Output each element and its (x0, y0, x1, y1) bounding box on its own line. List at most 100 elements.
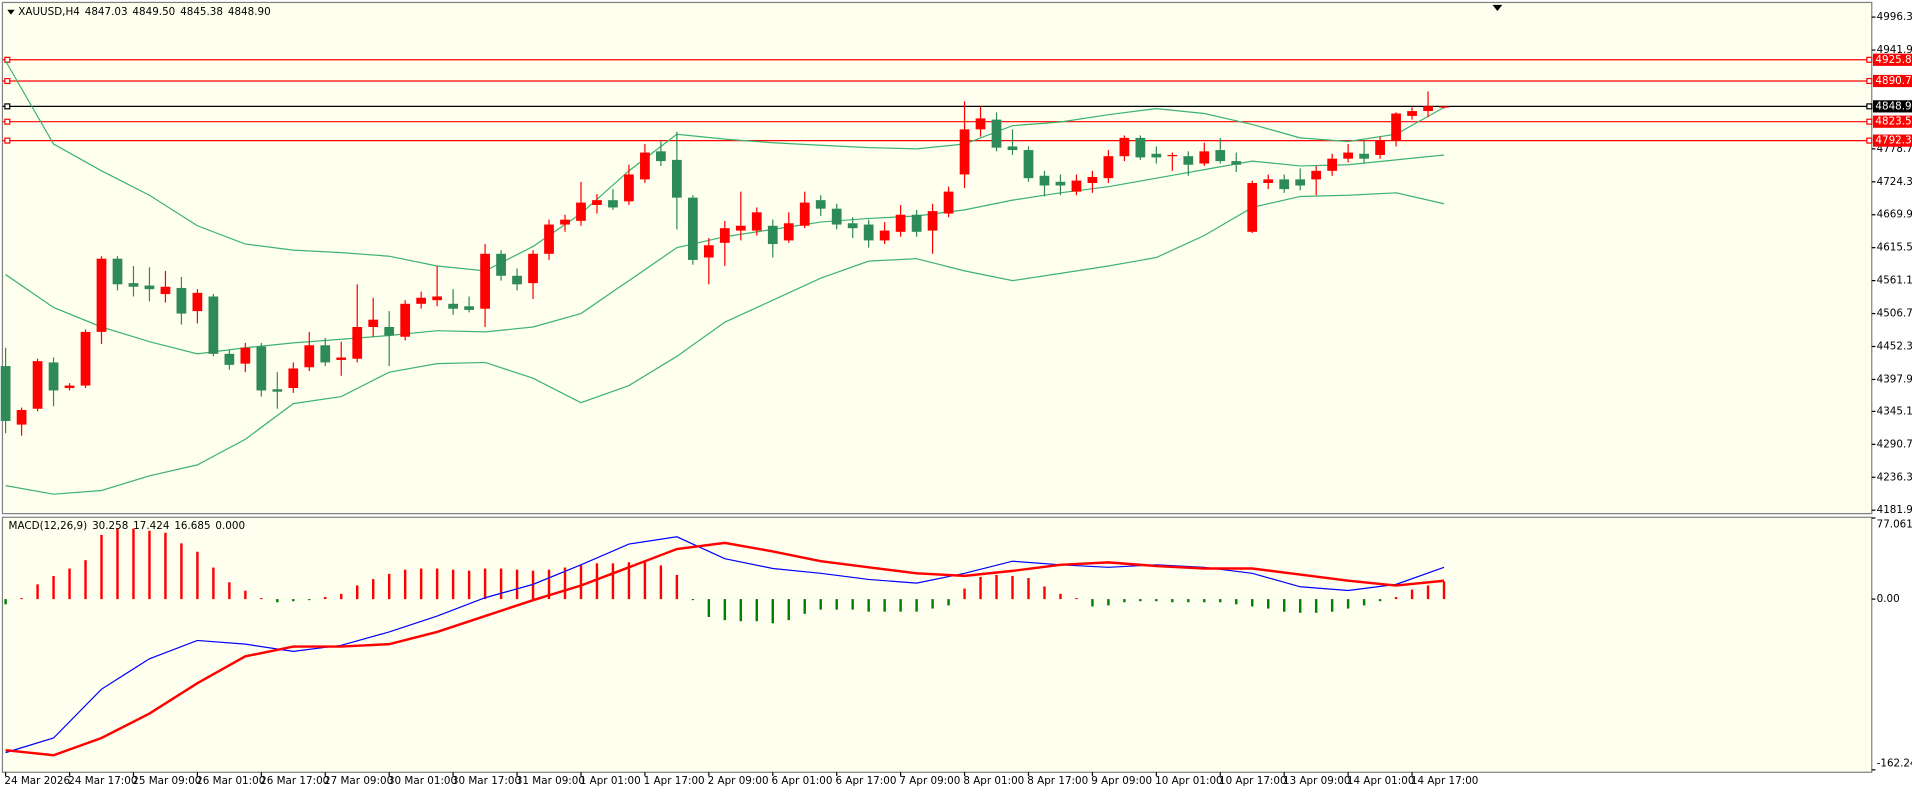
candle-body (1359, 153, 1370, 159)
y-tick-label: 4345.10 (1877, 405, 1912, 417)
candle-body (176, 287, 187, 314)
y-tick-label: 4724.30 (1877, 176, 1912, 188)
x-tick-label: 30 Mar 01:00 (388, 775, 457, 787)
candle-body (496, 253, 506, 276)
y-tick-label: 4941.90 (1877, 44, 1912, 56)
chart-shift-marker (1492, 4, 1503, 11)
candle-body (703, 245, 714, 258)
candle-body (1215, 150, 1226, 162)
candle-body (895, 214, 906, 232)
symbol-header: XAUUSD,H4 4847.03 4849.50 4845.38 4848.90 (18, 6, 270, 18)
candle-body (975, 118, 986, 130)
current-price-anchor (1866, 103, 1873, 110)
candle-body (1119, 137, 1130, 157)
y-tick-label: -162.248 (1877, 758, 1912, 770)
candle-body (1023, 150, 1034, 179)
candle-body (863, 224, 874, 241)
candle-body (544, 224, 554, 254)
menu-triangle (7, 9, 15, 15)
x-tick-label: 27 Mar 09:00 (324, 775, 393, 787)
candle-body (224, 353, 235, 365)
candle-body (240, 347, 251, 364)
candle-body (1247, 183, 1258, 232)
candle-body (48, 362, 59, 391)
x-tick-label: 14 Apr 01:00 (1347, 775, 1415, 787)
candle-body (671, 159, 682, 198)
y-tick-label: 4181.90 (1877, 504, 1912, 516)
bollinger-band (5, 60, 1445, 272)
candle-body (1423, 106, 1433, 112)
candle-body (1087, 176, 1098, 184)
candle-body (1039, 175, 1050, 186)
x-tick-label: 14 Apr 17:00 (1411, 775, 1479, 787)
y-tick-label: 4996.30 (1877, 11, 1912, 23)
candle-body (1327, 158, 1338, 171)
level-anchor (1866, 118, 1873, 125)
macd-readout: 30.258 (92, 520, 128, 532)
candle-body (847, 223, 858, 229)
candle-body (352, 327, 363, 359)
x-tick-label: 26 Mar 17:00 (260, 775, 329, 787)
candle-body (96, 258, 107, 332)
candle-body (608, 200, 618, 208)
candle-body (144, 285, 155, 290)
candle-body (1151, 153, 1162, 158)
y-tick-label: 0.00 (1877, 593, 1900, 605)
candle-body (1295, 179, 1306, 186)
candle-body (943, 191, 954, 214)
candle-body (336, 357, 347, 360)
candle-body (512, 275, 522, 285)
x-tick-label: 30 Mar 17:00 (452, 775, 521, 787)
y-tick-label: 4506.70 (1877, 308, 1912, 320)
symbol: XAUUSD,H4 (18, 6, 80, 18)
level-label-box (1872, 134, 1912, 147)
candle-body (112, 258, 123, 285)
y-tick-label: 4397.90 (1877, 373, 1912, 385)
candle-body (400, 303, 411, 337)
candle-body (1135, 137, 1146, 158)
macd-line (5, 541, 1445, 757)
candle-body (640, 152, 650, 180)
level-label: 4890.78 (1875, 75, 1912, 87)
candle-body (592, 200, 602, 205)
candle-body (1375, 140, 1385, 155)
level-label-box (1872, 53, 1912, 66)
candle-body (432, 296, 443, 301)
x-tick-label: 6 Apr 01:00 (772, 775, 833, 787)
candle-body (1167, 154, 1178, 157)
high-readout: 4849.50 (132, 6, 175, 18)
y-tick-label: 4615.50 (1877, 242, 1912, 254)
level-anchor (4, 56, 11, 63)
x-tick-label: 13 Apr 09:00 (1283, 775, 1351, 787)
candle-body (799, 202, 810, 226)
x-tick-label: 6 Apr 17:00 (835, 775, 896, 787)
y-tick-label: 4561.10 (1877, 275, 1912, 287)
candle-body (1103, 156, 1114, 179)
candle-body (1007, 146, 1018, 151)
candle-body (192, 292, 203, 312)
candle-body (879, 230, 890, 241)
y-tick-label: 4452.30 (1877, 340, 1912, 352)
level-label: 4925.84 (1875, 54, 1912, 66)
candle-body (368, 319, 379, 328)
candle-body (624, 174, 634, 202)
candle-body (256, 346, 267, 391)
candle-body (687, 197, 698, 260)
candle-body (64, 385, 75, 389)
candle-body (719, 228, 730, 243)
candle-body (272, 389, 283, 392)
x-tick-label: 9 Apr 09:00 (1091, 775, 1152, 787)
candle-body (767, 225, 778, 245)
candle-body (528, 253, 538, 284)
candle-body (1391, 113, 1401, 141)
candle-body (1343, 152, 1354, 159)
x-tick-label: 26 Mar 01:00 (196, 775, 265, 787)
level-anchor (1866, 56, 1873, 63)
candle-body (160, 286, 171, 295)
candle-body (1407, 111, 1417, 116)
candle-body (783, 223, 794, 241)
candle-body (959, 129, 970, 175)
candle-body (1439, 106, 1449, 108)
x-tick-label: 8 Apr 01:00 (963, 775, 1024, 787)
